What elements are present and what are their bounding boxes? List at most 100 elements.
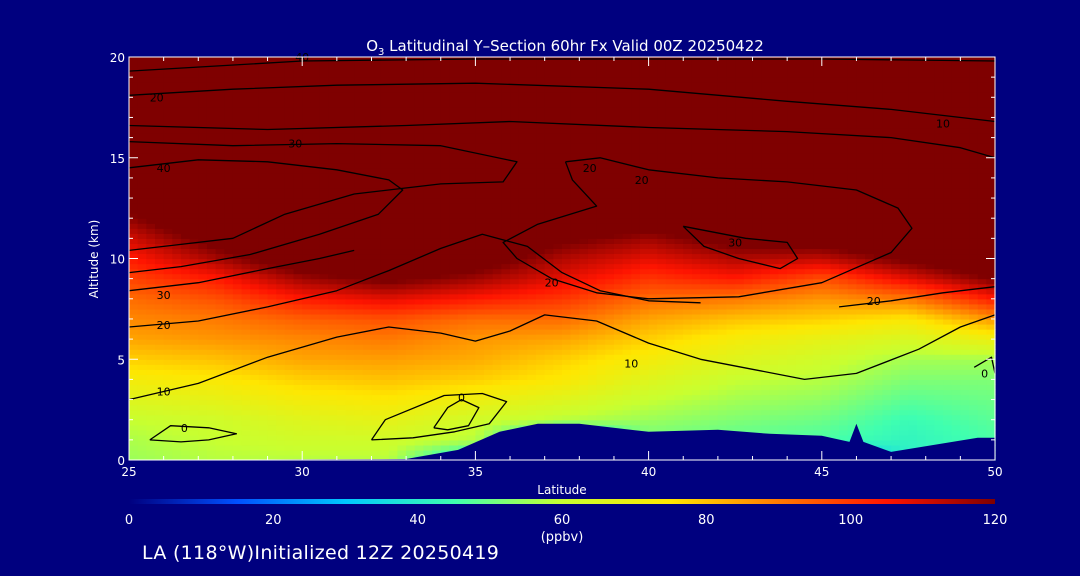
heatmap-cell bbox=[579, 97, 589, 103]
heatmap-cell bbox=[536, 238, 546, 244]
heatmap-cell bbox=[527, 152, 537, 159]
heatmap-cell bbox=[310, 228, 321, 234]
heatmap-cell bbox=[570, 298, 580, 305]
heatmap-cell bbox=[198, 298, 208, 305]
heatmap-cell bbox=[224, 107, 234, 114]
heatmap-cell bbox=[163, 193, 173, 199]
heatmap-cell bbox=[172, 384, 182, 391]
heatmap-cell bbox=[388, 193, 399, 199]
heatmap-cell bbox=[458, 157, 468, 164]
heatmap-cell bbox=[458, 339, 468, 345]
heatmap-cell bbox=[648, 122, 658, 129]
heatmap-cell bbox=[258, 162, 269, 169]
heatmap-cell bbox=[432, 349, 442, 355]
heatmap-cell bbox=[258, 424, 269, 431]
heatmap-cell bbox=[510, 364, 520, 370]
heatmap-cell bbox=[189, 329, 199, 335]
heatmap-cell bbox=[293, 283, 303, 290]
heatmap-cell bbox=[475, 182, 485, 189]
heatmap-cell bbox=[484, 167, 494, 174]
heatmap-cell bbox=[232, 137, 243, 144]
heatmap-cell bbox=[613, 198, 624, 204]
heatmap-cell bbox=[354, 344, 364, 350]
heatmap-cell bbox=[302, 132, 312, 139]
heatmap-cell bbox=[562, 132, 572, 139]
heatmap-cell bbox=[587, 318, 598, 325]
heatmap-cell bbox=[562, 157, 572, 164]
heatmap-cell bbox=[354, 152, 364, 159]
heatmap-cell bbox=[129, 203, 139, 209]
heatmap-cell bbox=[241, 162, 251, 169]
heatmap-cell bbox=[189, 308, 199, 315]
heatmap-cell bbox=[293, 303, 303, 310]
heatmap-cell bbox=[492, 354, 502, 360]
heatmap-cell bbox=[432, 263, 442, 270]
heatmap-cell bbox=[440, 102, 451, 108]
heatmap-cell bbox=[648, 147, 658, 154]
heatmap-cell bbox=[328, 132, 338, 139]
heatmap-cell bbox=[180, 394, 191, 401]
heatmap-cell bbox=[596, 318, 606, 325]
heatmap-cell bbox=[163, 127, 173, 134]
heatmap-cell bbox=[198, 77, 208, 83]
heatmap-cell bbox=[267, 283, 277, 290]
heatmap-cell bbox=[241, 177, 251, 184]
heatmap-cell bbox=[146, 117, 156, 124]
heatmap-cell bbox=[527, 193, 537, 199]
heatmap-cell bbox=[596, 238, 606, 244]
heatmap-cell bbox=[527, 364, 537, 370]
heatmap-cell bbox=[536, 339, 546, 345]
heatmap-cell bbox=[414, 238, 425, 244]
heatmap-cell bbox=[319, 77, 329, 83]
heatmap-cell bbox=[639, 132, 650, 139]
heatmap-cell bbox=[492, 87, 502, 93]
heatmap-cell bbox=[241, 77, 251, 83]
heatmap-cell bbox=[172, 92, 182, 98]
heatmap-cell bbox=[336, 218, 347, 224]
heatmap-cell bbox=[146, 374, 156, 380]
heatmap-cell bbox=[397, 97, 407, 103]
heatmap-cell bbox=[189, 334, 199, 340]
heatmap-cell bbox=[163, 172, 173, 179]
heatmap-cell bbox=[484, 82, 494, 88]
heatmap-cell bbox=[163, 364, 173, 370]
heatmap-cell bbox=[587, 223, 598, 229]
heatmap-cell bbox=[241, 344, 251, 350]
heatmap-cell bbox=[518, 288, 528, 295]
heatmap-cell bbox=[527, 278, 537, 285]
heatmap-cell bbox=[232, 298, 243, 305]
heatmap-cell bbox=[250, 374, 260, 380]
heatmap-cell bbox=[146, 107, 156, 114]
heatmap-cell bbox=[432, 354, 442, 360]
heatmap-cell bbox=[622, 258, 632, 265]
heatmap-cell bbox=[250, 82, 260, 88]
heatmap-cell bbox=[206, 172, 217, 179]
heatmap-cell bbox=[328, 369, 338, 375]
heatmap-cell bbox=[215, 203, 225, 209]
heatmap-cell bbox=[397, 303, 407, 310]
heatmap-cell bbox=[276, 394, 286, 401]
heatmap-cell bbox=[189, 394, 199, 401]
heatmap-cell bbox=[276, 384, 286, 391]
heatmap-cell bbox=[302, 449, 312, 456]
heatmap-cell bbox=[414, 187, 425, 194]
heatmap-cell bbox=[345, 389, 355, 396]
heatmap-cell bbox=[328, 137, 338, 144]
heatmap-cell bbox=[146, 354, 156, 360]
heatmap-cell bbox=[587, 329, 598, 335]
heatmap-cell bbox=[215, 283, 225, 290]
heatmap-cell bbox=[302, 263, 312, 270]
heatmap-cell bbox=[180, 152, 191, 159]
heatmap-cell bbox=[163, 213, 173, 219]
heatmap-cell bbox=[484, 344, 494, 350]
heatmap-cell bbox=[328, 228, 338, 234]
heatmap-cell bbox=[440, 339, 451, 345]
heatmap-cell bbox=[336, 293, 347, 300]
heatmap-cell bbox=[484, 172, 494, 179]
heatmap-cell bbox=[397, 87, 407, 93]
heatmap-cell bbox=[388, 142, 399, 149]
heatmap-cell bbox=[440, 87, 451, 93]
heatmap-cell bbox=[293, 177, 303, 184]
heatmap-cell bbox=[258, 449, 269, 456]
heatmap-cell bbox=[215, 238, 225, 244]
